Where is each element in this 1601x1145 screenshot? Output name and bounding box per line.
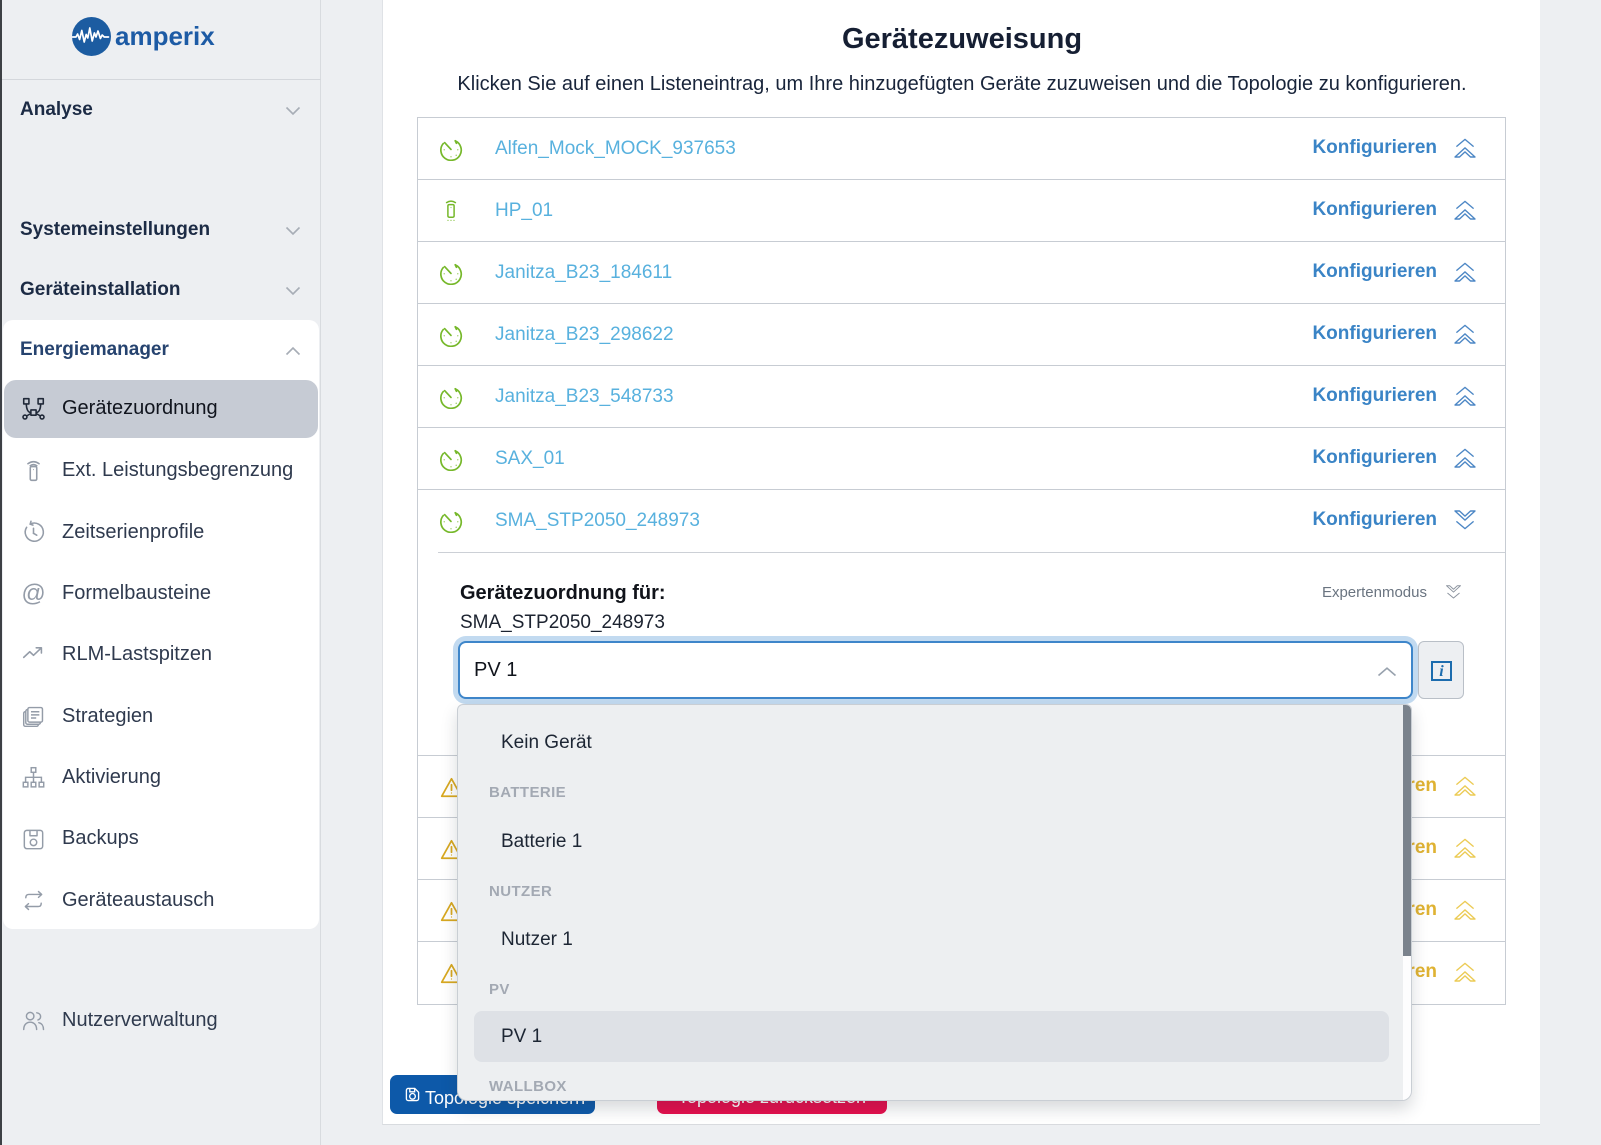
svg-text:i: i — [1439, 663, 1444, 680]
